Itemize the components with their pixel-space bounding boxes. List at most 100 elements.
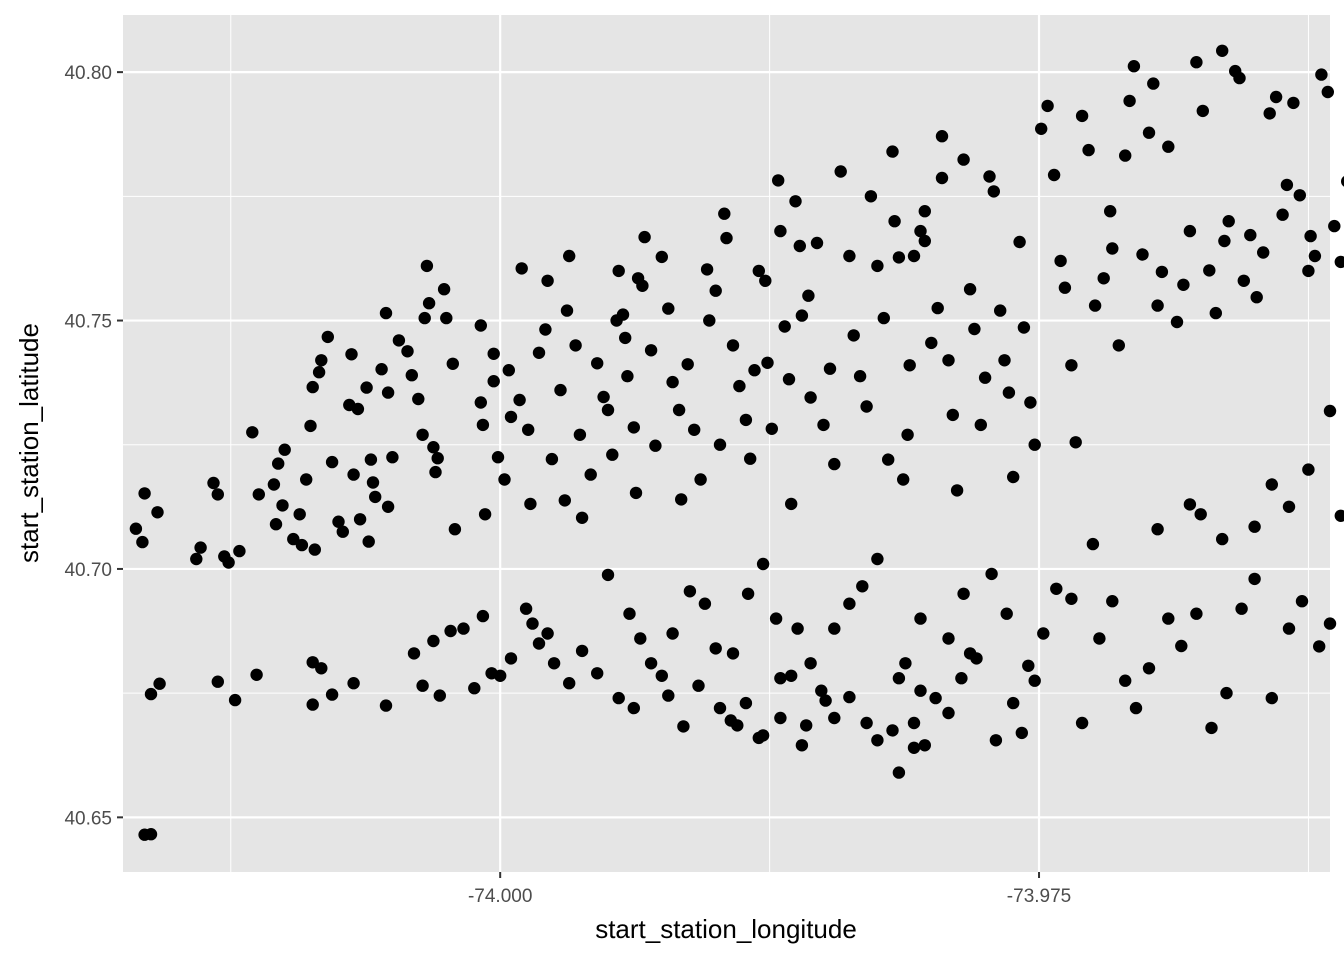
data-point bbox=[1162, 140, 1175, 153]
data-point bbox=[1028, 438, 1041, 451]
data-point bbox=[468, 682, 481, 695]
data-point bbox=[153, 677, 166, 690]
data-point bbox=[336, 525, 349, 538]
data-point bbox=[315, 662, 328, 675]
data-point bbox=[655, 669, 668, 682]
data-point bbox=[1142, 126, 1156, 139]
data-point bbox=[666, 375, 679, 389]
data-point bbox=[532, 346, 546, 359]
data-point bbox=[1054, 254, 1067, 268]
data-point bbox=[487, 375, 500, 388]
data-point bbox=[1194, 508, 1207, 521]
data-point bbox=[720, 231, 733, 245]
data-point bbox=[312, 366, 326, 379]
data-point bbox=[785, 497, 798, 511]
data-point bbox=[1097, 272, 1110, 285]
data-point bbox=[345, 348, 358, 361]
data-point bbox=[1106, 595, 1119, 608]
data-point bbox=[547, 657, 561, 670]
data-point bbox=[1308, 249, 1322, 263]
data-point bbox=[444, 624, 457, 638]
data-point bbox=[233, 544, 246, 558]
data-point bbox=[1151, 523, 1164, 536]
data-point bbox=[420, 259, 434, 273]
data-point bbox=[739, 413, 753, 427]
data-point bbox=[1323, 617, 1337, 630]
data-point bbox=[1147, 77, 1160, 90]
data-point bbox=[1304, 229, 1317, 243]
data-point bbox=[575, 511, 589, 524]
data-point bbox=[1088, 299, 1102, 312]
data-point bbox=[843, 597, 856, 610]
data-point bbox=[761, 356, 774, 369]
data-point bbox=[474, 319, 487, 332]
data-point bbox=[591, 357, 604, 370]
data-point bbox=[366, 476, 380, 489]
data-point bbox=[970, 652, 983, 665]
data-point bbox=[789, 195, 802, 208]
data-point bbox=[847, 329, 860, 342]
data-point bbox=[1041, 99, 1054, 113]
x-tick-label: -74.000 bbox=[468, 886, 532, 907]
data-point bbox=[1017, 321, 1031, 334]
data-point bbox=[649, 439, 662, 452]
data-point bbox=[774, 672, 787, 685]
data-point bbox=[718, 207, 731, 220]
data-point bbox=[817, 418, 830, 432]
data-point bbox=[584, 468, 597, 481]
data-point bbox=[347, 677, 360, 690]
data-point bbox=[793, 239, 806, 253]
data-point bbox=[935, 171, 949, 185]
data-point bbox=[381, 386, 395, 399]
data-point bbox=[713, 701, 727, 715]
data-point bbox=[903, 359, 916, 372]
data-point bbox=[1302, 264, 1315, 278]
data-point bbox=[1155, 265, 1169, 279]
data-point bbox=[918, 739, 931, 752]
data-point bbox=[892, 672, 906, 685]
data-point bbox=[1082, 143, 1095, 157]
data-point bbox=[1007, 696, 1020, 710]
data-point bbox=[325, 455, 339, 469]
data-point bbox=[504, 652, 518, 665]
data-point bbox=[308, 543, 321, 556]
data-point bbox=[416, 679, 429, 692]
data-point bbox=[795, 739, 809, 752]
data-point bbox=[774, 224, 787, 238]
data-point bbox=[756, 729, 770, 742]
data-point bbox=[437, 283, 451, 296]
data-point bbox=[519, 602, 533, 615]
data-point bbox=[1244, 228, 1257, 242]
data-point bbox=[698, 597, 712, 610]
data-point bbox=[252, 488, 265, 501]
data-point bbox=[1002, 386, 1016, 399]
data-point bbox=[774, 711, 787, 725]
data-point bbox=[591, 667, 604, 680]
data-point bbox=[1112, 339, 1126, 352]
data-point bbox=[785, 669, 798, 682]
data-point bbox=[1037, 627, 1050, 640]
data-point bbox=[828, 457, 841, 471]
data-point bbox=[901, 428, 914, 441]
data-point bbox=[1302, 463, 1315, 476]
data-point bbox=[907, 741, 921, 754]
data-point bbox=[638, 230, 651, 244]
data-point bbox=[569, 339, 582, 352]
data-point bbox=[864, 190, 878, 203]
data-point bbox=[1313, 640, 1326, 653]
data-point bbox=[892, 251, 906, 264]
data-point bbox=[1183, 224, 1197, 238]
data-point bbox=[828, 622, 841, 635]
data-point bbox=[278, 443, 291, 456]
data-point bbox=[1216, 44, 1229, 57]
data-point bbox=[325, 688, 339, 701]
data-point bbox=[491, 451, 505, 464]
data-point bbox=[369, 490, 382, 504]
data-point bbox=[541, 274, 554, 287]
data-point bbox=[524, 497, 537, 511]
data-point bbox=[892, 766, 906, 779]
data-point bbox=[287, 532, 300, 546]
data-point bbox=[957, 153, 970, 166]
data-point bbox=[1058, 281, 1072, 294]
data-point bbox=[194, 541, 207, 554]
